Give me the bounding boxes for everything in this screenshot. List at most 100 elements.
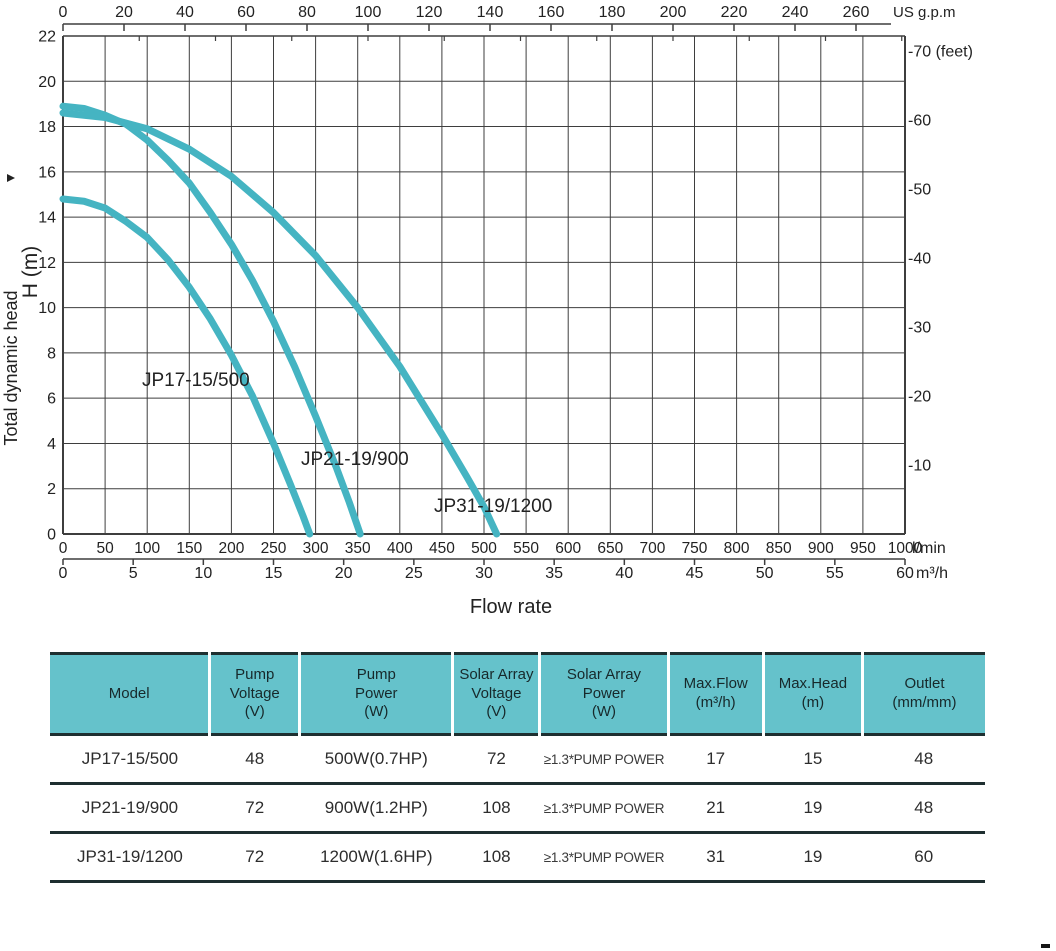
table-row: JP17-15/500 48 500W(0.7HP) 72 ≥1.3*PUMP POWE… [50, 733, 985, 784]
svg-text:60: 60 [237, 4, 255, 21]
curve-labels: JP17-15/500 JP21-19/900 JP31-19/1200 [142, 370, 552, 517]
svg-text:120: 120 [416, 4, 443, 21]
svg-text:-50: -50 [908, 182, 931, 199]
svg-text:400: 400 [387, 540, 413, 557]
svg-text:m³/h: m³/h [916, 565, 948, 582]
svg-text:4: 4 [47, 436, 56, 453]
cell: 48 [862, 733, 985, 784]
svg-text:140: 140 [477, 4, 504, 21]
pump-performance-chart: 0 20 40 60 80 100 120 140 160 180 200 220 240 260 US g… [1, 4, 973, 618]
header-row: Model Pump Voltage (V) Pump Power (W) Solar Arr… [50, 653, 985, 735]
lmin-axis-labels: 0 50 100 150 200 250 300 350 400 450 500 550 600 650 7… [59, 540, 946, 557]
svg-text:50: 50 [756, 565, 774, 582]
cell: 48 [862, 782, 985, 833]
svg-text:-20: -20 [908, 389, 931, 406]
cell: 108 [452, 782, 540, 833]
svg-text:550: 550 [513, 540, 539, 557]
cell: 60 [862, 831, 985, 882]
svg-text:900: 900 [808, 540, 834, 557]
svg-text:-70 (feet): -70 (feet) [908, 44, 973, 61]
svg-text:US g.p.m: US g.p.m [893, 4, 956, 21]
spec-table-el: Model Pump Voltage (V) Pump Power (W) Solar Arr… [50, 652, 985, 883]
cell: 19 [763, 782, 863, 833]
cell: 21 [668, 782, 764, 833]
svg-text:18: 18 [38, 119, 56, 136]
svg-text:20: 20 [38, 74, 56, 91]
svg-text:220: 220 [721, 4, 748, 21]
table-row: JP21-19/900 72 900W(1.2HP) 108 ≥1.3*PUMP POW… [50, 782, 985, 833]
svg-text:40: 40 [615, 565, 633, 582]
curve-label: JP17-15/500 [142, 370, 250, 391]
svg-text:-60: -60 [908, 113, 931, 130]
svg-text:10: 10 [38, 300, 56, 317]
cell: 15 [763, 733, 863, 784]
svg-text:350: 350 [345, 540, 371, 557]
axis-arrow-icon [7, 174, 15, 182]
header-cell: Max.Flow (m³/h) [666, 653, 764, 735]
svg-text:800: 800 [724, 540, 750, 557]
header-cell: Solar Array Power (W) [538, 653, 668, 735]
svg-text:25: 25 [405, 565, 423, 582]
gridlines [62, 35, 906, 535]
svg-text:15: 15 [265, 565, 283, 582]
svg-text:12: 12 [38, 255, 56, 272]
svg-text:450: 450 [429, 540, 455, 557]
svg-text:300: 300 [303, 540, 329, 557]
svg-text:Flow rate: Flow rate [470, 596, 552, 618]
spec-table: Model Pump Voltage (V) Pump Power (W) Solar Arr… [50, 652, 985, 883]
svg-text:650: 650 [597, 540, 623, 557]
svg-text:20: 20 [115, 4, 133, 21]
svg-text:2: 2 [47, 481, 56, 498]
svg-text:500: 500 [471, 540, 497, 557]
svg-text:0: 0 [59, 540, 68, 557]
cell: ≥1.3*PUMP POWER [539, 782, 668, 833]
svg-text:60: 60 [896, 565, 914, 582]
cell: JP21-19/900 [50, 782, 210, 833]
curve-JP31-19/1200 [59, 109, 501, 538]
svg-text:30: 30 [475, 565, 493, 582]
svg-text:600: 600 [555, 540, 581, 557]
svg-text:80: 80 [298, 4, 316, 21]
curves [59, 102, 501, 538]
svg-text:50: 50 [96, 540, 114, 557]
svg-text:10: 10 [194, 565, 212, 582]
svg-text:0: 0 [47, 527, 56, 544]
svg-text:200: 200 [218, 540, 244, 557]
us-gpm-axis: 0 20 40 60 80 100 120 140 160 180 200 220 240 260 US g… [59, 4, 956, 41]
svg-text:150: 150 [176, 540, 202, 557]
curve-label: JP31-19/1200 [434, 496, 552, 517]
svg-text:35: 35 [545, 565, 563, 582]
header-cell: Model [50, 653, 210, 735]
header-cell: Outlet (mm/mm) [860, 653, 985, 735]
head-axis-labels: 0 2 4 6 8 10 12 14 16 18 20 22 [38, 29, 56, 544]
cell: 72 [452, 733, 540, 784]
svg-text:0: 0 [59, 4, 68, 21]
curve-label: JP21-19/900 [301, 449, 409, 470]
pump-curves-svg: 0 20 40 60 80 100 120 140 160 180 200 220 240 260 US g… [1, 4, 973, 618]
svg-text:100: 100 [134, 540, 160, 557]
svg-text:45: 45 [686, 565, 704, 582]
svg-text:5: 5 [129, 565, 138, 582]
svg-text:55: 55 [826, 565, 844, 582]
header-cell: Solar Array Voltage (V) [451, 653, 540, 735]
cell: 17 [668, 733, 764, 784]
cell: JP17-15/500 [50, 733, 210, 784]
svg-text:H (m): H (m) [19, 246, 42, 298]
cell: 108 [452, 831, 540, 882]
svg-text:240: 240 [782, 4, 809, 21]
svg-text:14: 14 [38, 210, 56, 227]
svg-text:8: 8 [47, 345, 56, 362]
svg-text:750: 750 [682, 540, 708, 557]
m3h-axis: 0 5 10 15 20 25 30 35 40 45 50 55 60 m³/h [59, 558, 948, 582]
spec-table-head: Model Pump Voltage (V) Pump Power (W) Solar Arr… [50, 653, 985, 735]
svg-text:850: 850 [766, 540, 792, 557]
svg-text:180: 180 [599, 4, 626, 21]
spec-table-body: JP17-15/500 48 500W(0.7HP) 72 ≥1.3*PUMP POWE… [50, 733, 985, 882]
svg-text:-10: -10 [908, 458, 931, 475]
corner-mark [1041, 944, 1050, 948]
svg-text:-40: -40 [908, 251, 931, 268]
svg-text:40: 40 [176, 4, 194, 21]
svg-text:20: 20 [335, 565, 353, 582]
